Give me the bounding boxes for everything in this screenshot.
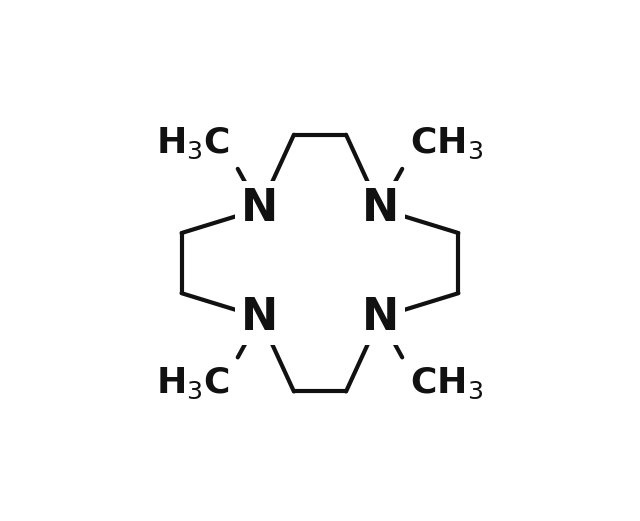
Text: N: N bbox=[241, 188, 278, 230]
Text: H$_3$C: H$_3$C bbox=[156, 126, 230, 161]
Text: CH$_3$: CH$_3$ bbox=[410, 365, 483, 401]
Text: H$_3$C: H$_3$C bbox=[156, 365, 230, 401]
Text: N: N bbox=[241, 296, 278, 339]
Text: N: N bbox=[362, 188, 399, 230]
Text: N: N bbox=[362, 296, 399, 339]
Text: CH$_3$: CH$_3$ bbox=[410, 126, 483, 161]
